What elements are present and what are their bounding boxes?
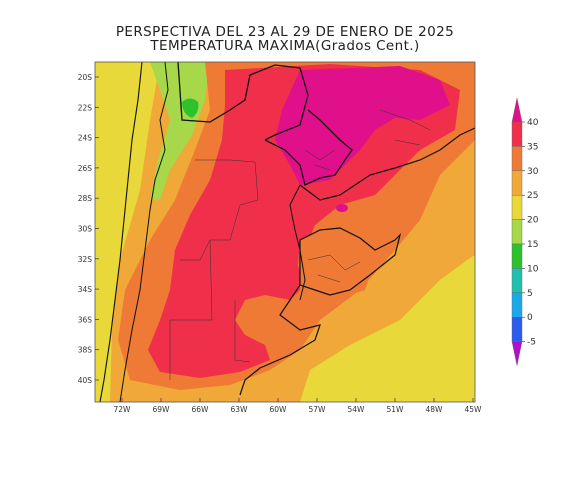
lon-tick-label: 66W — [192, 405, 210, 414]
colorbar-segment — [511, 194, 523, 220]
paraguay-border — [264, 109, 353, 186]
bolivia-border — [177, 62, 309, 141]
lat-tick-label: 24S — [78, 134, 93, 143]
lat-tick-label: 30S — [78, 225, 93, 234]
colorbar-label: -5 — [527, 338, 536, 348]
colorbar: 40 35 30 25 20 15 10 5 0 -5 — [511, 97, 539, 366]
field-35-40 — [148, 64, 460, 378]
colorbar-segment — [511, 170, 523, 196]
field-15-20-andes — [150, 62, 210, 200]
colorbar-segment — [511, 317, 523, 342]
boundaries — [99, 62, 475, 402]
andes-border — [119, 62, 169, 402]
lon-tick-label: 48W — [426, 405, 444, 414]
lon-tick-label: 45W — [465, 405, 483, 414]
brazil-coast — [299, 127, 475, 201]
map-title: PERSPECTIVA DEL 23 AL 29 DE ENERO DE 202… — [95, 25, 475, 53]
colorbar-segment — [511, 121, 523, 147]
lat-tick-label: 22S — [78, 103, 93, 112]
argentina-east-border — [289, 184, 306, 301]
colorbar-label: 30 — [527, 167, 539, 177]
province-lines-2 — [169, 239, 213, 380]
field-above-40-spot — [336, 204, 348, 212]
paraguay-departments — [304, 149, 336, 171]
province-lines-1 — [180, 159, 259, 261]
lat-tick-label: 32S — [78, 255, 93, 264]
lat-tick-label: 36S — [78, 315, 93, 324]
temperature-field — [95, 62, 475, 402]
province-lines-3 — [234, 300, 251, 363]
lon-tick-label: 69W — [153, 405, 171, 414]
colorbar-segment — [511, 292, 523, 318]
colorbar-label: 35 — [527, 142, 538, 152]
colorbar-label: 0 — [527, 313, 533, 323]
uruguay-border — [299, 227, 402, 296]
longitude-axis: 72W 69W 66W 63W 60W 57W 54W 51W 48W 45W — [114, 398, 483, 414]
latitude-axis: 20S 22S 24S 26S 28S 30S 32S 34S 36S 38S 40S — [78, 73, 99, 385]
colorbar-label: 10 — [527, 264, 539, 274]
colorbar-label: 15 — [527, 240, 538, 250]
colorbar-segment — [511, 219, 523, 245]
colorbar-label: 25 — [527, 191, 538, 201]
title-line-2: TEMPERATURA MAXIMA(Grados Cent.) — [150, 38, 420, 54]
colorbar-segment — [511, 146, 523, 171]
lat-tick-label: 40S — [78, 376, 93, 385]
pacific-coastline — [99, 62, 143, 402]
colorbar-segment — [511, 268, 523, 293]
lat-tick-label: 34S — [78, 285, 93, 294]
lat-tick-label: 26S — [78, 164, 93, 173]
field-20-25-atlantic — [300, 255, 475, 402]
lon-tick-label: 72W — [114, 405, 132, 414]
colorbar-label: 5 — [527, 289, 533, 299]
field-10-15-spot — [182, 98, 199, 118]
field-30-35-uruguay — [298, 228, 375, 300]
title-line-1: PERSPECTIVA DEL 23 AL 29 DE ENERO DE 202… — [115, 24, 455, 40]
colorbar-top-arrow — [511, 97, 523, 123]
lon-tick-label: 60W — [270, 405, 288, 414]
colorbar-label: 40 — [527, 118, 539, 128]
field-above-40 — [275, 66, 450, 185]
colorbar-segment — [511, 243, 523, 269]
lon-tick-label: 51W — [387, 405, 405, 414]
lon-tick-label: 54W — [348, 405, 366, 414]
brazil-states — [379, 109, 431, 146]
field-20-25-west — [95, 62, 160, 402]
lat-tick-label: 28S — [78, 194, 93, 203]
map-frame — [94, 61, 476, 403]
uruguay-departments — [307, 254, 361, 283]
colorbar-bottom-arrow — [511, 341, 523, 366]
atlantic-coastline — [239, 284, 321, 396]
lat-tick-label: 20S — [78, 73, 93, 82]
lon-tick-label: 57W — [309, 405, 327, 414]
colorbar-label: 20 — [527, 216, 539, 226]
lat-tick-label: 38S — [78, 346, 93, 355]
lon-tick-label: 63W — [231, 405, 249, 414]
